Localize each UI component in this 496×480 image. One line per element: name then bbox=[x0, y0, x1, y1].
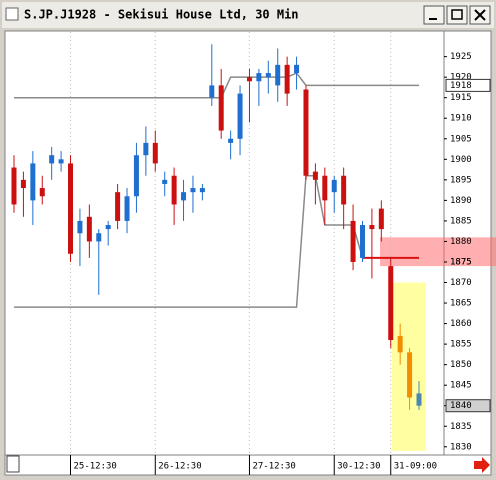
y-tick-label: 1925 bbox=[450, 52, 472, 62]
icon bbox=[451, 9, 463, 20]
level-line bbox=[14, 72, 419, 99]
candle-body bbox=[265, 73, 271, 78]
candle-body bbox=[331, 179, 337, 193]
candle-body bbox=[350, 220, 356, 262]
y-tick-label: 1865 bbox=[450, 299, 472, 309]
candle-body bbox=[416, 393, 422, 406]
candle-body bbox=[218, 85, 224, 131]
y-tick-label: 1845 bbox=[450, 381, 472, 391]
y-tick-label: 1890 bbox=[450, 196, 472, 206]
y-tick-label: 1910 bbox=[450, 114, 472, 124]
x-tick-label: 27-12:30 bbox=[252, 462, 295, 472]
candle-body bbox=[341, 175, 347, 205]
candle-body bbox=[322, 175, 328, 201]
candle-body bbox=[105, 225, 111, 230]
candle-body bbox=[275, 64, 281, 86]
y-tick-label: 1855 bbox=[450, 340, 472, 350]
y-tick-label: 1835 bbox=[450, 422, 472, 432]
window-buttons[interactable] bbox=[423, 5, 491, 25]
candle-body bbox=[407, 352, 413, 398]
scroll-arrow[interactable] bbox=[474, 457, 490, 473]
candle-body bbox=[115, 192, 121, 221]
candle-body bbox=[388, 266, 394, 341]
minimize-button[interactable] bbox=[423, 5, 445, 25]
window-icon bbox=[5, 7, 19, 21]
candle-body bbox=[181, 192, 187, 201]
y-tick-label: 1905 bbox=[450, 134, 472, 144]
y-tick-label: 1880 bbox=[450, 237, 472, 247]
candle-body bbox=[294, 64, 300, 74]
maximize-button[interactable] bbox=[446, 5, 468, 25]
candle-body bbox=[209, 85, 215, 98]
candle-body bbox=[133, 155, 139, 197]
y-tick-label: 1920 bbox=[450, 73, 472, 83]
candle-body bbox=[397, 335, 403, 353]
candle-body bbox=[58, 159, 64, 164]
candle-body bbox=[77, 220, 83, 234]
y-tick-label: 1895 bbox=[450, 175, 472, 185]
x-tick-label: 25-12:30 bbox=[74, 462, 117, 472]
price-marker bbox=[445, 78, 491, 92]
candle-body bbox=[303, 89, 309, 176]
y-tick-label: 1870 bbox=[450, 278, 472, 288]
time-axis bbox=[4, 454, 492, 476]
title-bar bbox=[2, 2, 494, 28]
y-tick-label: 1830 bbox=[450, 442, 472, 452]
highlight-zone bbox=[380, 237, 496, 267]
x-tick-label: 31-09:00 bbox=[394, 462, 437, 472]
candle-body bbox=[237, 93, 243, 139]
candle-body bbox=[199, 188, 205, 193]
candle-body bbox=[378, 208, 384, 230]
candle-body bbox=[39, 188, 45, 197]
candle-body bbox=[284, 64, 290, 94]
x-tick-label: 26-12:30 bbox=[158, 462, 201, 472]
icon bbox=[474, 9, 486, 21]
scroll-box[interactable] bbox=[6, 455, 20, 473]
price-marker bbox=[445, 399, 491, 413]
candle-body bbox=[246, 77, 252, 82]
y-tick-label: 1875 bbox=[450, 257, 472, 267]
candle-body bbox=[143, 142, 149, 156]
candle-body bbox=[20, 179, 26, 189]
price-marker-label: 1875 bbox=[450, 257, 472, 267]
candle-body bbox=[312, 171, 318, 180]
y-tick-label: 1860 bbox=[450, 319, 472, 329]
candle-body bbox=[228, 138, 234, 143]
candle-body bbox=[11, 167, 17, 205]
candle-body bbox=[152, 142, 158, 164]
candle-body bbox=[124, 196, 130, 221]
candle-body bbox=[30, 163, 36, 201]
candle-body bbox=[256, 73, 262, 82]
candle-body bbox=[96, 233, 102, 242]
y-tick-label: 1850 bbox=[450, 360, 472, 370]
plot-area bbox=[4, 30, 445, 456]
candle-body bbox=[86, 216, 92, 242]
y-tick-label: 1915 bbox=[450, 93, 472, 103]
candle-body bbox=[171, 175, 177, 205]
candle-body bbox=[68, 163, 74, 254]
price-marker-label: 1918 bbox=[450, 81, 472, 91]
y-tick-label: 1900 bbox=[450, 155, 472, 165]
level-line bbox=[14, 174, 364, 308]
price-marker-label: 1840 bbox=[450, 401, 472, 411]
y-tick-label: 1885 bbox=[450, 216, 472, 226]
candle-body bbox=[369, 225, 375, 230]
window-title: S.JP.J1928 - Sekisui House Ltd, 30 Min bbox=[24, 8, 299, 22]
candle-body bbox=[190, 188, 196, 193]
candle-body bbox=[359, 225, 365, 258]
candle-body bbox=[49, 155, 55, 164]
candle-body bbox=[162, 179, 168, 184]
x-tick-label: 30-12:30 bbox=[337, 462, 380, 472]
